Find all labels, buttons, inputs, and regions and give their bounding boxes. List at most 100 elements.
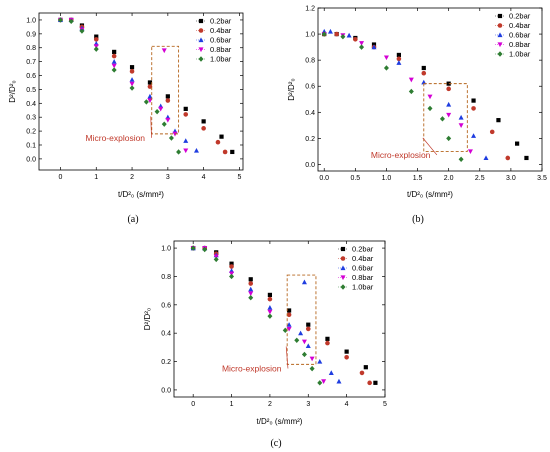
- x-tick-label: 1: [230, 401, 234, 408]
- legend-marker: [498, 14, 502, 18]
- data-point: [112, 67, 117, 72]
- y-tick-label: 0.4: [26, 101, 36, 108]
- y-tick-label: 0.0: [305, 162, 315, 169]
- y-tick-label: 1.0: [26, 17, 36, 24]
- data-point: [306, 343, 311, 348]
- micro-explosion-box: [287, 275, 316, 364]
- data-point: [112, 54, 117, 59]
- micro-explosion-label: Micro-explosion: [371, 150, 431, 160]
- data-point: [468, 149, 473, 154]
- legend-entry: 0.6bar: [509, 31, 531, 40]
- data-point: [364, 365, 368, 369]
- chart-panel-b: 0.0 0.5 1.0 1.5 2.0 2.5 3.0 3.5 0.0 0.2 0.4 0.6 0.8 1…: [287, 6, 547, 226]
- y-tick-label: 0.4: [161, 331, 171, 338]
- data-point: [183, 138, 188, 143]
- legend-entry: 0.8bar: [352, 273, 374, 282]
- series-0.8bar: [322, 32, 473, 154]
- data-point: [176, 149, 181, 154]
- x-tick-label: 3: [306, 401, 310, 408]
- x-tick-label: 2.5: [475, 175, 485, 182]
- x-axis-label: t/D²₀ (s/mm²): [118, 190, 164, 199]
- data-point: [446, 87, 451, 92]
- y-axis-label: D²/D²₀: [143, 308, 152, 330]
- legend-entry: 0.2bar: [352, 245, 374, 254]
- data-point: [359, 44, 364, 49]
- data-point: [130, 65, 134, 69]
- data-point: [353, 37, 358, 42]
- panel-caption: (b): [412, 214, 424, 225]
- data-point: [325, 341, 330, 346]
- legend-marker: [341, 256, 346, 261]
- data-point: [183, 148, 188, 153]
- legend-entry: 0.2bar: [210, 17, 232, 26]
- data-point: [306, 327, 311, 332]
- data-point: [267, 313, 272, 318]
- data-point: [325, 337, 329, 341]
- series-0.6bar: [322, 29, 489, 160]
- legend-entry: 0.8bar: [210, 45, 232, 54]
- data-point: [230, 150, 234, 154]
- data-point: [248, 295, 253, 300]
- y-tick-label: 0.8: [26, 45, 36, 52]
- legend-marker: [199, 19, 203, 23]
- data-point: [267, 305, 272, 310]
- data-point: [249, 277, 253, 281]
- y-tick-label: 0.2: [161, 359, 171, 366]
- data-point: [328, 29, 333, 34]
- x-axis-label: t/D²₀ (s/mm²): [257, 417, 303, 426]
- data-point: [321, 379, 326, 384]
- data-point: [155, 109, 160, 114]
- y-tick-label: 0.1: [26, 142, 36, 149]
- legend-marker: [341, 247, 345, 251]
- data-point: [384, 55, 389, 60]
- y-tick-label: 1.0: [305, 32, 315, 39]
- data-point: [496, 118, 500, 122]
- x-tick-label: 2.0: [444, 175, 454, 182]
- y-tick-label: 0.6: [161, 302, 171, 309]
- data-point: [229, 274, 234, 279]
- x-tick-label: 2: [268, 401, 272, 408]
- data-point: [446, 102, 451, 107]
- data-point: [344, 355, 349, 360]
- legend-entry: 0.4bar: [352, 254, 374, 263]
- y-tick-label: 0.2: [305, 136, 315, 143]
- data-point: [216, 140, 221, 145]
- data-point: [428, 95, 433, 100]
- legend-entry: 1.0bar: [210, 55, 232, 64]
- series-0.4bar: [322, 32, 510, 160]
- y-tick-label: 0.9: [26, 31, 36, 38]
- data-point: [219, 135, 223, 139]
- data-point: [515, 142, 519, 146]
- data-point: [440, 116, 445, 121]
- legend-entry: 0.6bar: [210, 36, 232, 45]
- chart-panel-a: 0 1 2 3 4 50.00.10.20.30.40.50.60.70.80.91.0t…: [8, 13, 243, 225]
- data-point: [223, 150, 228, 155]
- data-point: [298, 331, 303, 336]
- x-tick-label: 0.0: [319, 175, 329, 182]
- legend-entry: 0.6bar: [352, 264, 374, 273]
- y-axis-label: D²/D²₀: [287, 78, 296, 100]
- micro-explosion-label: Micro-explosion: [86, 133, 146, 143]
- y-tick-label: 0.6: [305, 84, 315, 91]
- x-tick-label: 3.0: [506, 175, 516, 182]
- y-tick-label: 0.5: [26, 87, 36, 94]
- data-point: [214, 257, 219, 262]
- data-point: [144, 99, 149, 104]
- data-point: [130, 69, 135, 74]
- legend-entry: 1.0bar: [509, 50, 531, 59]
- x-tick-label: 1.5: [413, 175, 423, 182]
- data-point: [409, 78, 414, 83]
- data-point: [397, 53, 401, 57]
- data-point: [384, 65, 389, 70]
- x-tick-label: 1: [94, 174, 98, 181]
- data-point: [310, 366, 315, 371]
- x-tick-label: 5: [383, 401, 387, 408]
- data-point: [194, 148, 199, 153]
- data-point: [302, 340, 307, 345]
- legend-marker: [199, 56, 204, 61]
- data-point: [130, 77, 135, 82]
- x-tick-label: 3.5: [537, 175, 547, 182]
